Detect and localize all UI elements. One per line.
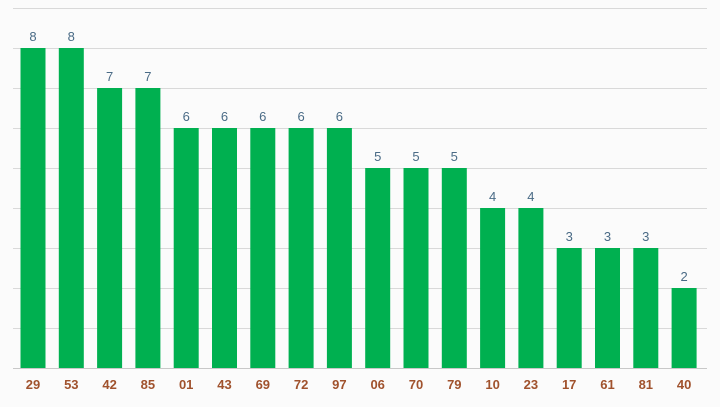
bar-79: [441, 168, 467, 368]
data-label-85: 7: [144, 69, 151, 84]
data-labels: 8 8 7 7 6 6 6 6 6 5 5 5 4 4 3 3 3 2: [29, 29, 687, 284]
bar-17: [556, 248, 582, 368]
data-label-23: 4: [527, 189, 534, 204]
data-label-70: 5: [412, 149, 419, 164]
bar-23: [518, 208, 544, 368]
bar-81: [633, 248, 659, 368]
x-axis-tick-labels: 29 53 42 85 01 43 69 72 97 06 70 79 10 23 17 61 81 40: [26, 377, 692, 392]
x-tick-label-23: 23: [524, 377, 538, 392]
x-tick-label-85: 85: [141, 377, 155, 392]
x-tick-label-81: 81: [639, 377, 653, 392]
bar-72: [288, 128, 314, 368]
bar-06: [365, 168, 391, 368]
x-tick-label-40: 40: [677, 377, 691, 392]
x-tick-label-01: 01: [179, 377, 193, 392]
x-tick-label-72: 72: [294, 377, 308, 392]
data-label-79: 5: [451, 149, 458, 164]
x-tick-label-69: 69: [256, 377, 270, 392]
bar-53: [58, 48, 84, 368]
bar-43: [212, 128, 237, 368]
bar-85: [135, 88, 161, 368]
bar-40: [671, 288, 697, 368]
data-label-29: 8: [29, 29, 36, 44]
x-tick-label-53: 53: [64, 377, 78, 392]
x-tick-label-42: 42: [102, 377, 116, 392]
x-tick-label-79: 79: [447, 377, 461, 392]
bar-01: [173, 128, 199, 368]
data-label-10: 4: [489, 189, 496, 204]
bar-42: [97, 88, 123, 368]
data-label-72: 6: [297, 109, 304, 124]
bar-97: [326, 128, 352, 368]
data-label-69: 6: [259, 109, 266, 124]
bar-61: [595, 248, 620, 368]
data-label-97: 6: [336, 109, 343, 124]
data-label-42: 7: [106, 69, 113, 84]
bar-10: [480, 208, 506, 368]
x-tick-label-43: 43: [217, 377, 231, 392]
data-label-81: 3: [642, 229, 649, 244]
data-label-43: 6: [221, 109, 228, 124]
x-tick-label-10: 10: [485, 377, 499, 392]
data-label-53: 8: [68, 29, 75, 44]
x-tick-label-97: 97: [332, 377, 346, 392]
data-label-17: 3: [566, 229, 573, 244]
bar-29: [20, 48, 46, 368]
data-label-06: 5: [374, 149, 381, 164]
x-tick-label-70: 70: [409, 377, 423, 392]
x-tick-label-61: 61: [600, 377, 614, 392]
x-tick-label-17: 17: [562, 377, 576, 392]
grid-lines: [13, 8, 707, 369]
x-tick-label-29: 29: [26, 377, 40, 392]
data-label-61: 3: [604, 229, 611, 244]
bar-70: [403, 168, 429, 368]
data-label-40: 2: [680, 269, 687, 284]
data-label-01: 6: [183, 109, 190, 124]
bar-69: [250, 128, 276, 368]
bars: [20, 48, 697, 368]
x-tick-label-06: 06: [370, 377, 384, 392]
